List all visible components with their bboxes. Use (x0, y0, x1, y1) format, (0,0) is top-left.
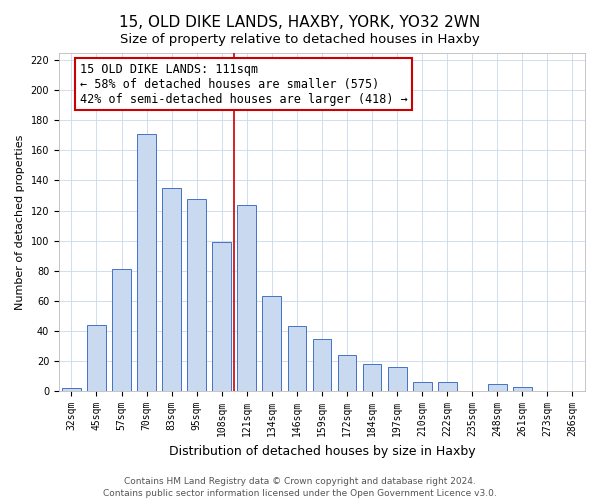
Text: Contains HM Land Registry data © Crown copyright and database right 2024.
Contai: Contains HM Land Registry data © Crown c… (103, 476, 497, 498)
Y-axis label: Number of detached properties: Number of detached properties (15, 134, 25, 310)
Bar (488, 384, 507, 391)
Bar (112, 270, 131, 391)
Bar (362, 364, 382, 391)
Bar (87, 325, 106, 391)
Bar (313, 338, 331, 391)
Bar (287, 326, 306, 391)
Bar (513, 386, 532, 391)
Bar (212, 242, 231, 391)
X-axis label: Distribution of detached houses by size in Haxby: Distribution of detached houses by size … (169, 444, 475, 458)
Bar (388, 367, 407, 391)
Bar (338, 355, 356, 391)
Bar (413, 382, 431, 391)
Bar (62, 388, 81, 391)
Bar (162, 188, 181, 391)
Text: 15, OLD DIKE LANDS, HAXBY, YORK, YO32 2WN: 15, OLD DIKE LANDS, HAXBY, YORK, YO32 2W… (119, 15, 481, 30)
Text: 15 OLD DIKE LANDS: 111sqm
← 58% of detached houses are smaller (575)
42% of semi: 15 OLD DIKE LANDS: 111sqm ← 58% of detac… (80, 62, 407, 106)
Bar (187, 198, 206, 391)
Bar (438, 382, 457, 391)
Bar (238, 204, 256, 391)
Text: Size of property relative to detached houses in Haxby: Size of property relative to detached ho… (120, 32, 480, 46)
Bar (137, 134, 156, 391)
Bar (262, 296, 281, 391)
